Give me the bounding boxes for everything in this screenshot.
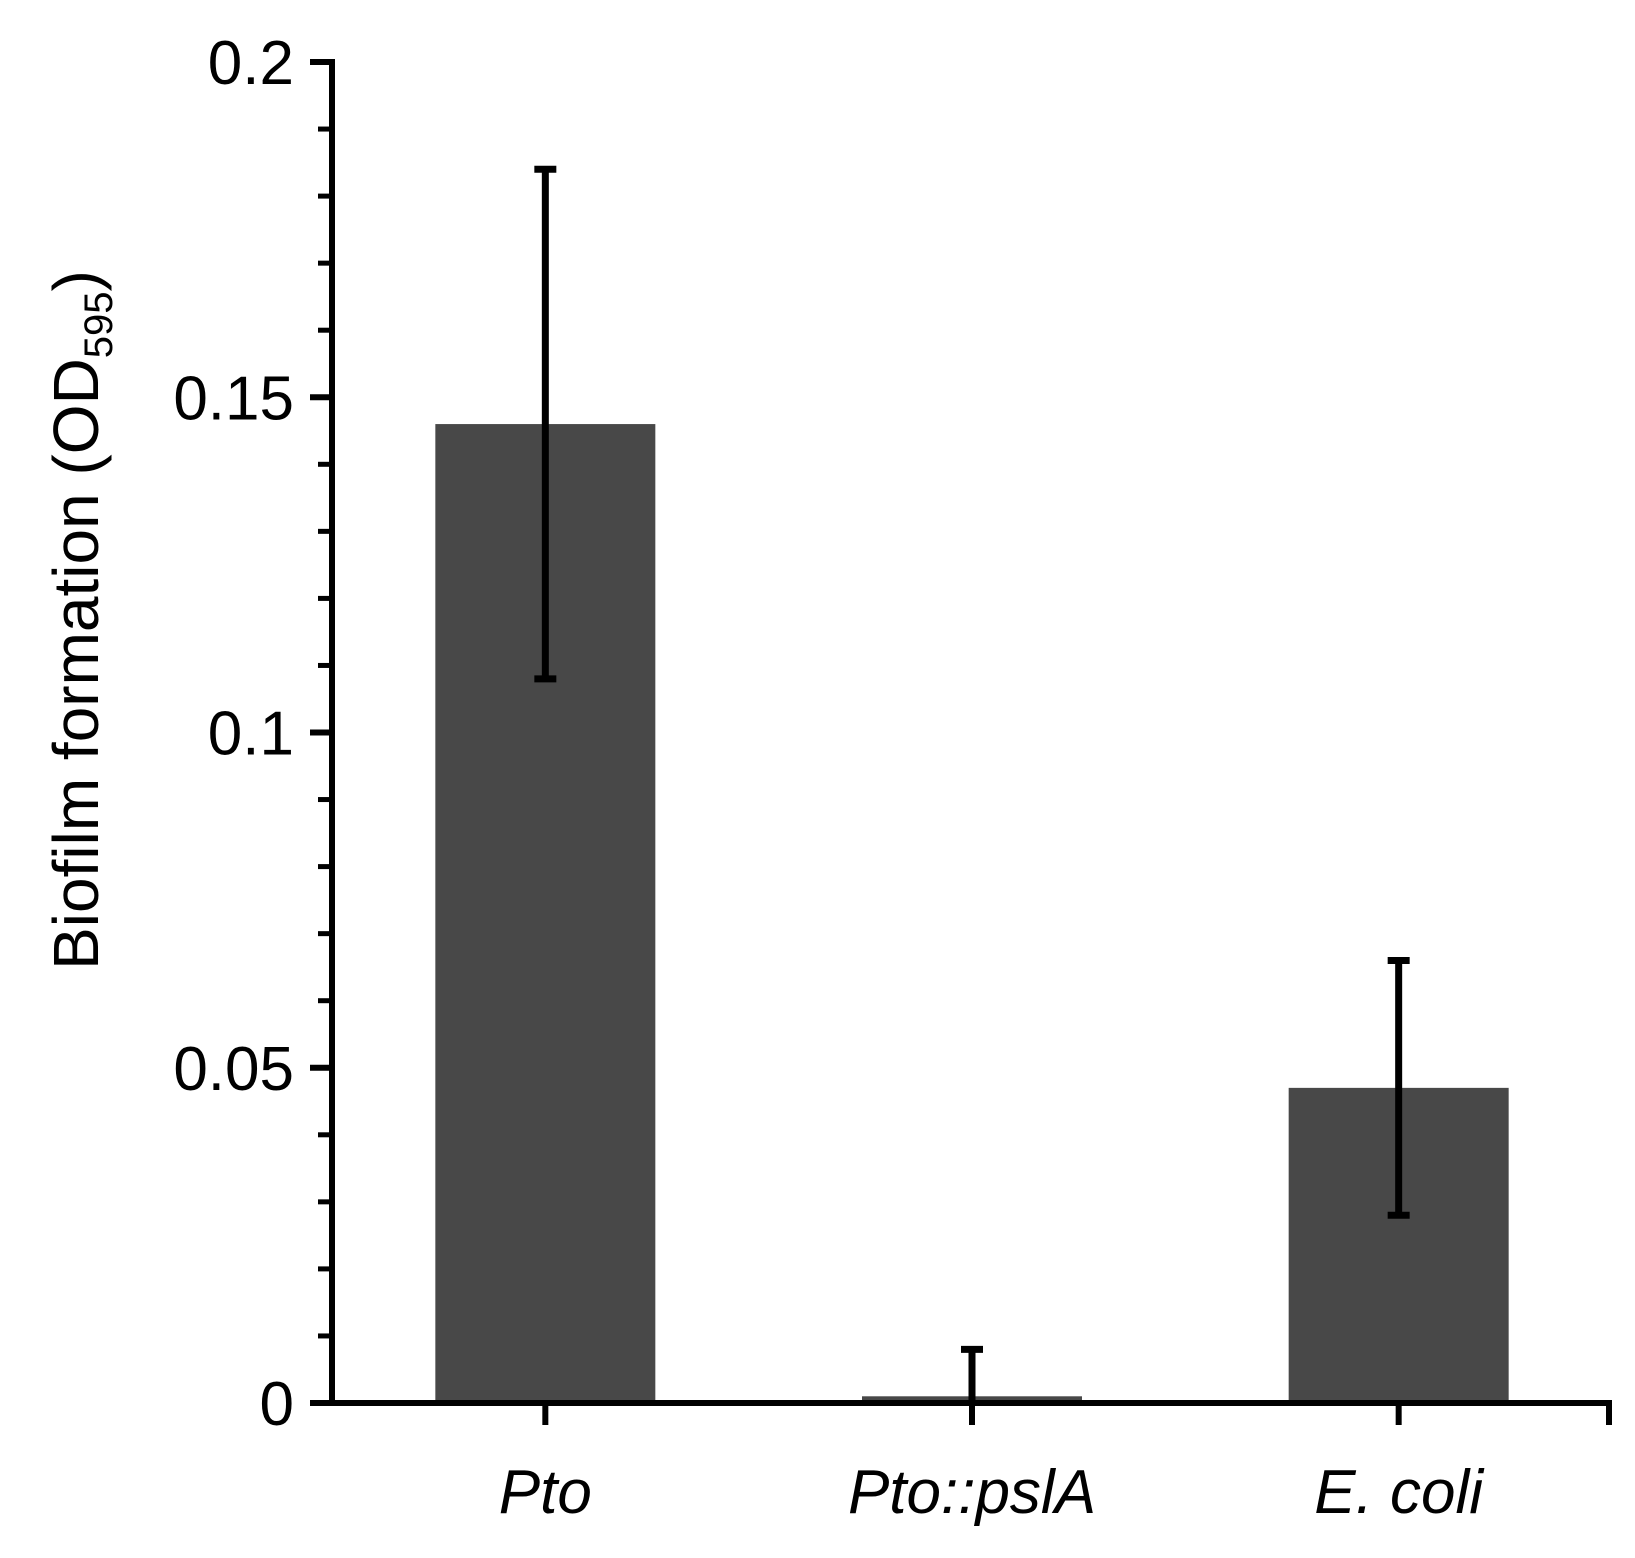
x-category-label: Pto [499, 1458, 592, 1527]
y-axis-title-main: Biofilm formation (OD [40, 358, 112, 970]
y-axis-title-subscript: 595 [77, 291, 121, 358]
y-axis-title-close: ) [40, 270, 112, 291]
x-category-label: E. coli [1314, 1458, 1485, 1527]
bars-layer [435, 424, 1509, 1403]
y-tick-label: 0.15 [173, 364, 294, 433]
y-tick-label: 0 [260, 1370, 294, 1439]
x-category-label: Pto::pslA [848, 1458, 1096, 1527]
error-bar-3 [1387, 956, 1410, 1219]
error-bar-1 [534, 165, 557, 683]
y-tick-label: 0.1 [208, 700, 294, 769]
errorbars-layer [534, 165, 1410, 1403]
y-tick-label: 0.2 [208, 29, 294, 98]
y-tick-label: 0.05 [173, 1035, 294, 1104]
axes-layer [310, 59, 1612, 1425]
y-axis-title: Biofilm formation (OD595) [40, 270, 121, 970]
error-bar-2 [961, 1345, 983, 1403]
